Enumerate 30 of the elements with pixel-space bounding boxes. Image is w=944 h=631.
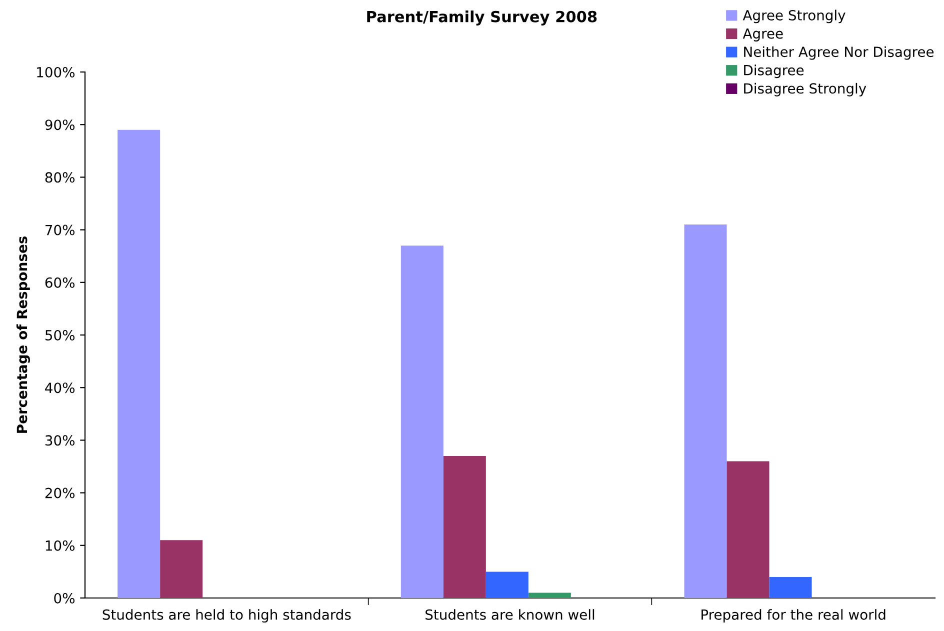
bar [160,540,203,598]
chart-title: Parent/Family Survey 2008 [367,10,597,26]
y-tick-label: 30% [45,435,75,446]
legend-label: Agree [742,28,783,42]
y-tick-label: 80% [45,172,75,183]
y-tick-label: 90% [45,120,75,130]
y-tick-label: 70% [46,224,75,236]
legend-label: Neither Agree Nor Disagree [744,46,934,60]
legend-label: Disagree [744,64,804,78]
y-tick-label: 40% [45,382,75,394]
y-tick-label: 20% [45,488,75,498]
bar [684,224,727,598]
bar [443,456,486,598]
bar [400,246,444,598]
y-tick-label: 60% [45,277,75,288]
legend-label: Agree Strongly [742,10,846,24]
bar [118,130,160,598]
bar [528,592,571,598]
y-axis-title: Percentage of Responses [16,236,30,433]
y-tick-label: 10% [46,540,75,551]
x-tick-label: Prepared for the real world [702,609,886,623]
y-tick-label: 100% [37,66,75,78]
legend-label: Disagree Strongly [744,82,866,96]
bar [726,461,770,598]
bar [486,572,528,598]
y-tick-label: 50% [45,330,75,340]
x-tick-label: Students are known well [426,609,594,620]
y-tick-label: 0% [54,592,75,604]
bar [769,576,812,598]
x-tick-label: Students are held to high standards [102,609,351,623]
